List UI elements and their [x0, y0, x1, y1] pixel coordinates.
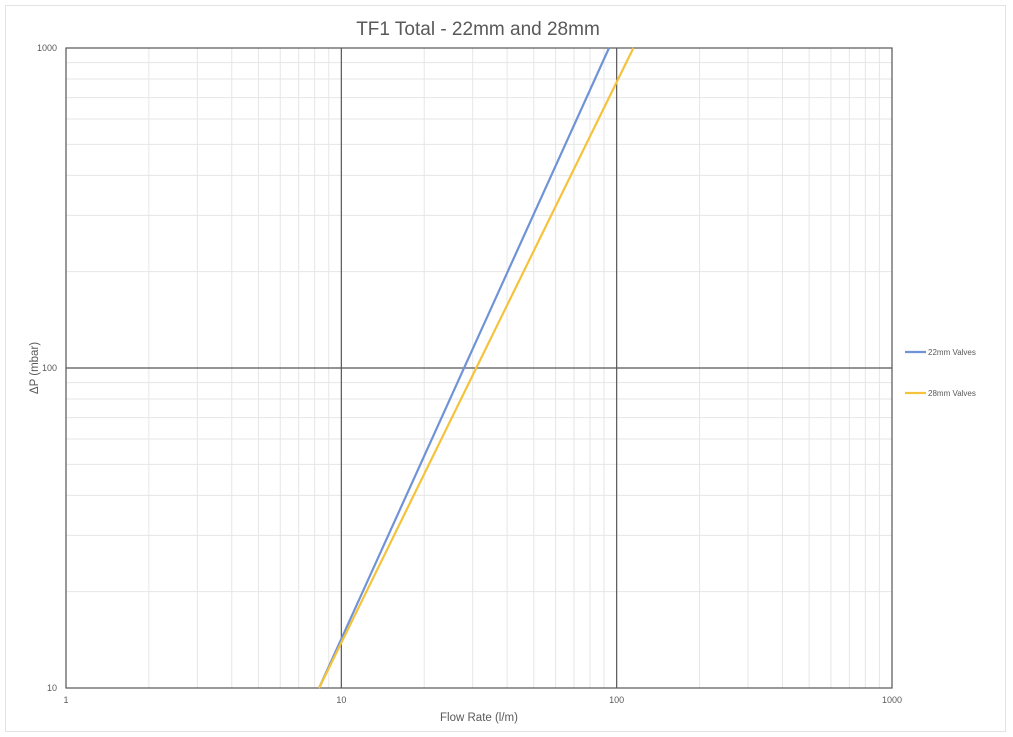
- x-axis-label: Flow Rate (l/m): [440, 712, 518, 724]
- legend-label: 22mm Valves: [928, 348, 976, 357]
- series-line-22mm-valves: [318, 47, 611, 689]
- y-tick-labels: 10 100 1000: [37, 43, 57, 693]
- x-tick-label: 10: [336, 695, 346, 705]
- y-axis-label: ΔP (mbar): [29, 342, 41, 394]
- x-tick-labels: 1 10 100 1000: [63, 695, 902, 705]
- plot-area-border: [65, 47, 893, 689]
- x-tick-label: 100: [609, 695, 624, 705]
- chart-title: TF1 Total - 22mm and 28mm: [356, 19, 600, 40]
- y-tick-label: 100: [42, 363, 57, 373]
- x-tick-label: 1: [63, 695, 68, 705]
- legend: 22mm Valves 28mm Valves: [905, 348, 976, 398]
- series-line-28mm-valves: [318, 47, 635, 689]
- x-tick-label: 1000: [882, 695, 902, 705]
- y-tick-label: 10: [47, 683, 57, 693]
- y-tick-label: 1000: [37, 43, 57, 53]
- major-gridlines: [66, 48, 892, 688]
- series-layer: [318, 47, 635, 689]
- legend-label: 28mm Valves: [928, 389, 976, 398]
